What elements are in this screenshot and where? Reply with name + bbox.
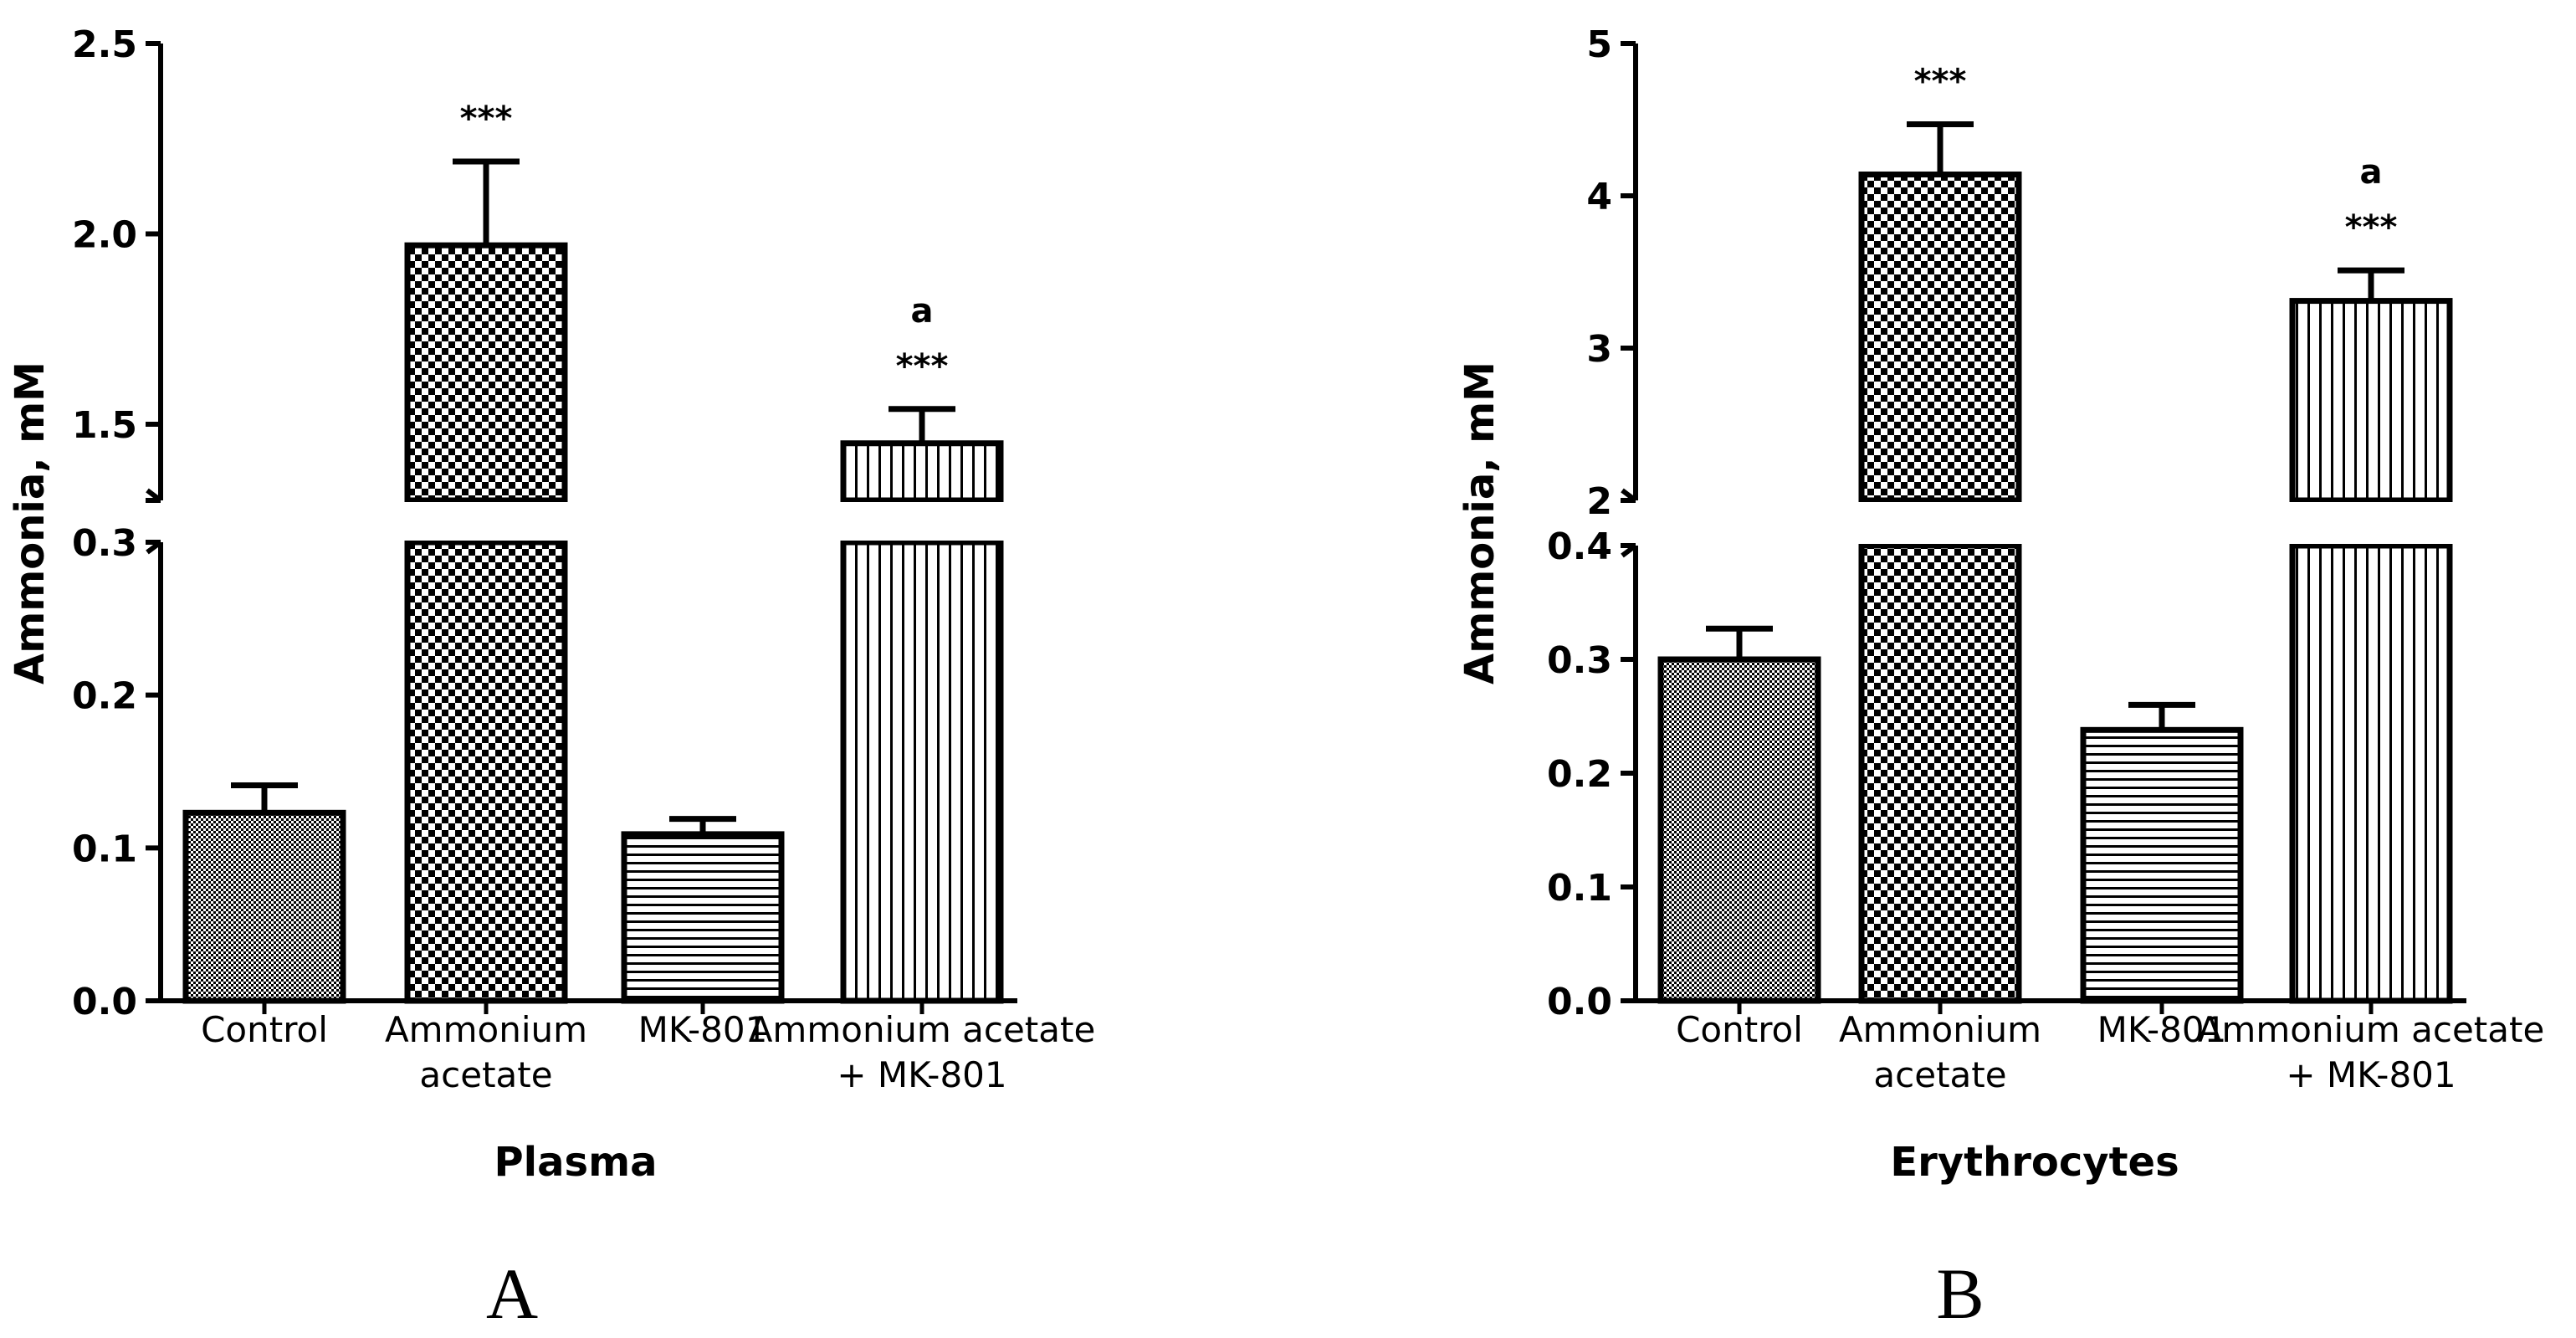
- y-tick-label: 0.4: [1547, 525, 1612, 568]
- axis-break-gap: [838, 502, 1006, 541]
- bar: [182, 809, 346, 1004]
- y-tick-label: 0.2: [1547, 753, 1612, 796]
- x-tick-label: + MK-801: [837, 1054, 1006, 1095]
- bar: [404, 242, 568, 504]
- y-tick-label: 0.3: [72, 522, 137, 565]
- bar: [1858, 542, 2022, 1004]
- bar: [1858, 172, 2022, 504]
- chart-title: Plasma: [494, 1139, 658, 1186]
- significance-marker: ***: [1914, 62, 1967, 100]
- bar: [621, 831, 785, 1004]
- bar: [2289, 542, 2453, 1004]
- bar: [2289, 298, 2453, 504]
- x-tick-label: acetate: [419, 1054, 552, 1095]
- y-tick-label: 1.5: [72, 404, 137, 447]
- x-tick-label: Ammonium acetate: [749, 1009, 1096, 1050]
- significance-marker: a: [2360, 153, 2383, 192]
- y-tick-label: 0.0: [1547, 981, 1612, 1023]
- y-tick-label: 5: [1586, 23, 1612, 66]
- axis-break-gap: [402, 502, 570, 541]
- significance-marker: a: [911, 292, 934, 331]
- bar: [2080, 726, 2244, 1004]
- y-tick-label: 3: [1586, 328, 1612, 371]
- x-tick-label: Ammonium acetate: [2198, 1009, 2545, 1050]
- y-axis-label: Ammonia, mM: [1457, 361, 1503, 684]
- x-tick-label: acetate: [1873, 1054, 2006, 1095]
- y-tick-label: 0.2: [72, 675, 137, 718]
- axis-break-gap: [1856, 502, 2024, 544]
- x-tick-label: MK-801: [638, 1009, 768, 1050]
- y-tick-label: 2: [1586, 480, 1612, 523]
- x-tick-label: Ammonium: [385, 1009, 587, 1050]
- significance-marker: ***: [2345, 208, 2398, 247]
- bar: [840, 539, 1004, 1004]
- panel-label: A: [486, 1253, 538, 1334]
- chart-title: Erythrocytes: [1890, 1139, 2179, 1186]
- bar: [1657, 656, 1821, 1004]
- y-tick-label: 0.1: [1547, 867, 1612, 910]
- x-tick-label: MK-801: [2097, 1009, 2227, 1050]
- x-tick-label: + MK-801: [2286, 1054, 2456, 1095]
- significance-marker: ***: [896, 347, 949, 386]
- x-tick-label: Control: [201, 1009, 328, 1050]
- panel-label: B: [1936, 1253, 1984, 1334]
- significance-marker: ***: [460, 100, 513, 138]
- y-axis-label: Ammonia, mM: [7, 361, 54, 684]
- x-tick-label: Ammonium: [1839, 1009, 2041, 1050]
- bar: [840, 440, 1004, 504]
- y-tick-label: 2.0: [72, 214, 137, 257]
- y-tick-label: 4: [1586, 176, 1612, 218]
- y-tick-label: 0.1: [72, 828, 137, 870]
- axis-break-gap: [2287, 502, 2455, 544]
- y-tick-label: 0.3: [1547, 639, 1612, 682]
- y-tick-label: 2.5: [72, 23, 137, 66]
- y-tick-label: 0.0: [72, 981, 137, 1023]
- x-tick-label: Control: [1676, 1009, 1803, 1050]
- bar: [404, 539, 568, 1004]
